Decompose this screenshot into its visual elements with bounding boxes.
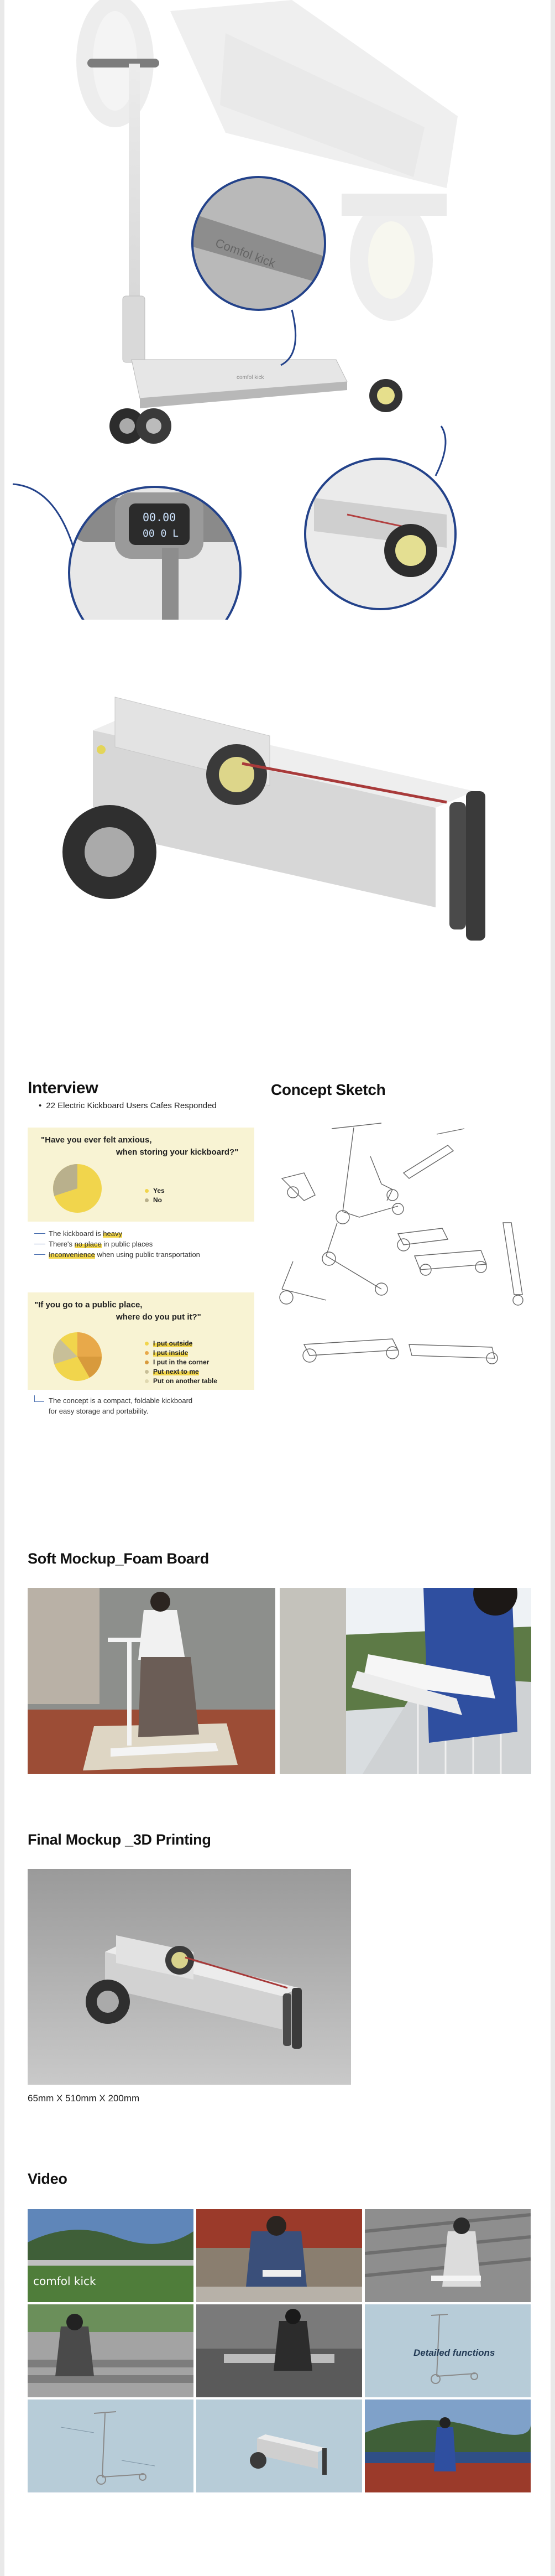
interview-conclusion: The concept is a compact, foldable kickb… xyxy=(34,1395,192,1416)
svg-text:00 0 L: 00 0 L xyxy=(143,528,179,539)
interview-title: Interview xyxy=(28,1079,98,1097)
legend-inside: I put inside xyxy=(153,1349,189,1357)
finding-heavy: The kickboard is heavy xyxy=(34,1228,200,1239)
video-caption-6: Detailed functions xyxy=(413,2348,495,2358)
video-caption-1: comfol kick xyxy=(33,2274,96,2288)
video-thumbnail-7[interactable] xyxy=(28,2400,193,2492)
video-thumbnail-8[interactable] xyxy=(196,2400,362,2492)
background-scooter xyxy=(76,0,458,321)
finding-no-place: There's no place in public places xyxy=(34,1239,200,1249)
legend-yes: Yes xyxy=(153,1187,165,1194)
legend-another-table: Put on another table xyxy=(153,1377,218,1385)
video-thumbnail-6[interactable]: Detailed functions xyxy=(365,2304,531,2397)
folded-render xyxy=(62,697,485,941)
legend-next-to-me: Put next to me xyxy=(153,1368,199,1375)
mockup-dimensions: 65mm X 510mm X 200mm xyxy=(28,2093,140,2104)
question-1-pie-chart xyxy=(53,1164,102,1213)
video-thumbnail-1[interactable]: comfol kick xyxy=(28,2209,193,2302)
concept-sketches xyxy=(279,1123,523,1364)
question-2-legend: I put outside I put inside I put in the … xyxy=(145,1339,217,1386)
question-card-1: "Have you ever felt anxious, when storin… xyxy=(28,1128,254,1222)
pie-slice-no xyxy=(53,1164,77,1196)
zoom-hinge xyxy=(304,425,457,610)
question-1-line-2: when storing your kickboard?" xyxy=(116,1147,239,1157)
hero-illustration: comfol kick Comfol kick 0 xyxy=(12,0,458,620)
video-thumbnail-3[interactable] xyxy=(365,2209,531,2302)
scooter-render: comfol kick xyxy=(87,59,402,444)
foam-mockup-photo-2 xyxy=(280,1588,531,1774)
svg-text:00.00: 00.00 xyxy=(143,511,176,524)
video-thumbnail-2[interactable] xyxy=(196,2209,362,2302)
legend-no: No xyxy=(153,1196,162,1204)
video-thumbnail-5[interactable] xyxy=(196,2304,362,2397)
question-2-line-2: where do you put it?" xyxy=(116,1312,201,1322)
question-1-legend: Yes No xyxy=(145,1186,165,1205)
svg-text:comfol kick: comfol kick xyxy=(237,375,264,381)
legend-outside: I put outside xyxy=(153,1339,193,1347)
finding-inconvenience: Inconvenience when using public transpor… xyxy=(34,1249,200,1260)
interview-respondents: 22 Electric Kickboard Users Cafes Respon… xyxy=(39,1101,216,1110)
soft-mockup-title: Soft Mockup_Foam Board xyxy=(28,1550,209,1567)
portfolio-page: comfol kick Comfol kick 0 xyxy=(4,0,551,2576)
legend-corner: I put in the corner xyxy=(153,1358,210,1366)
3d-print-mockup-photo xyxy=(28,1869,351,2085)
question-1-line-1: "Have you ever felt anxious, xyxy=(41,1135,152,1145)
video-title: Video xyxy=(28,2170,67,2187)
video-thumbnail-grid: comfol kick xyxy=(28,2209,531,2492)
video-thumbnail-9[interactable] xyxy=(365,2400,531,2492)
zoom-display: 00.00 00 0 L xyxy=(12,483,242,620)
final-mockup-title: Final Mockup _3D Printing xyxy=(28,1831,211,1848)
question-2-line-1: "If you go to a public place, xyxy=(34,1300,143,1310)
question-2-pie-chart xyxy=(53,1332,102,1381)
concept-sketch-title: Concept Sketch xyxy=(271,1081,386,1098)
hero-renders: comfol kick Comfol kick 0 xyxy=(4,0,551,941)
interview-findings: The kickboard is heavy There's no place … xyxy=(34,1228,200,1260)
zoom-deck-logo: Comfol kick xyxy=(191,176,326,366)
video-thumbnail-4[interactable] xyxy=(28,2304,193,2397)
question-card-2: "If you go to a public place, where do y… xyxy=(28,1292,254,1390)
foam-mockup-photo-1 xyxy=(28,1588,275,1774)
